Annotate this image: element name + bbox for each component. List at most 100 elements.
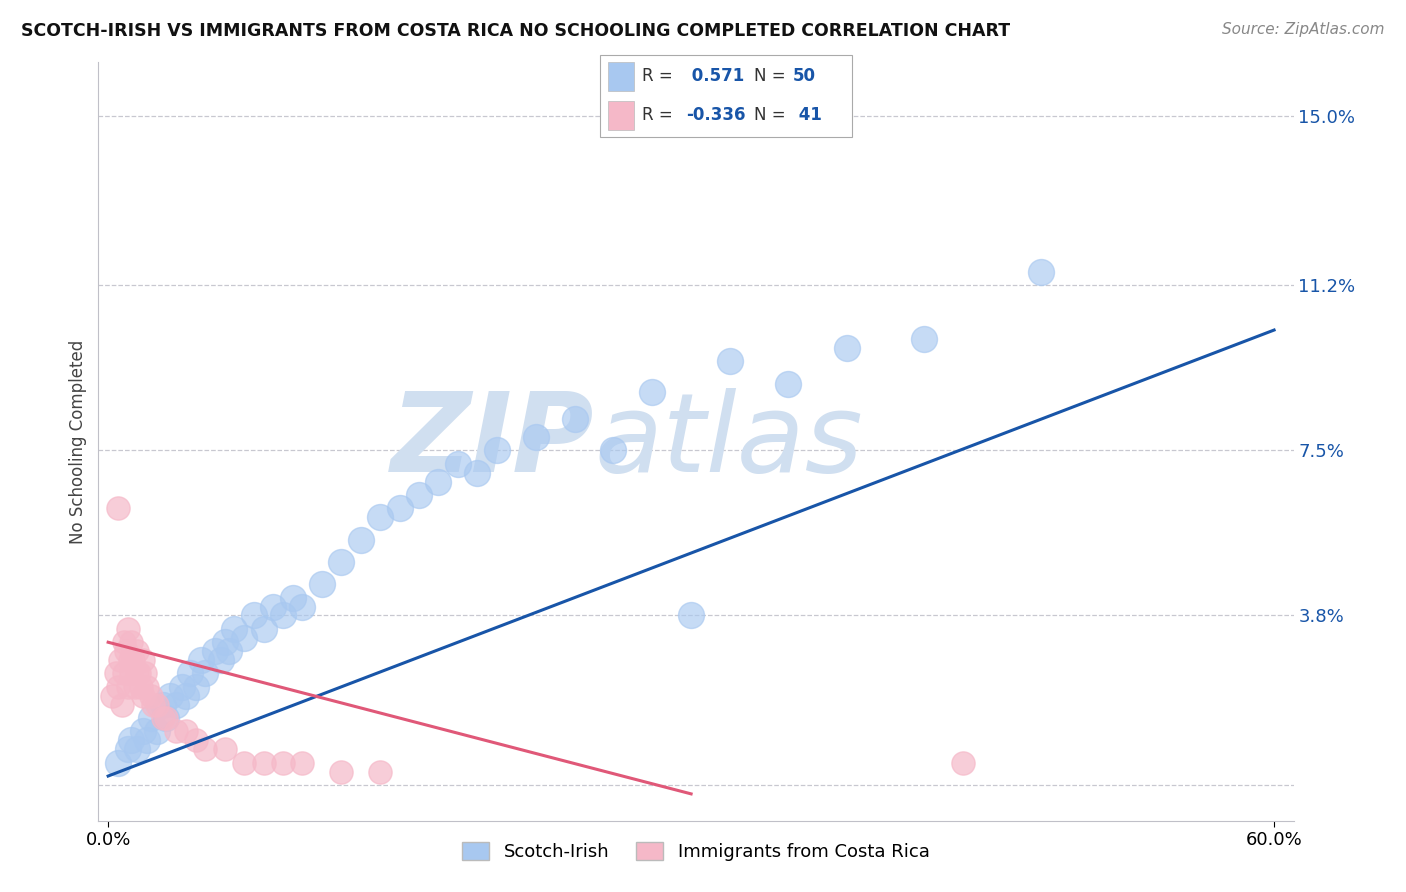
Point	[912, 332, 935, 346]
Point	[485, 443, 508, 458]
Point	[291, 756, 314, 770]
Point	[120, 635, 142, 649]
Point	[252, 756, 274, 770]
Point	[112, 666, 135, 681]
Point	[117, 622, 139, 636]
Point	[128, 666, 150, 681]
Point	[681, 608, 703, 623]
Point	[139, 711, 162, 725]
Point	[134, 666, 156, 681]
Point	[388, 501, 411, 516]
Point	[152, 711, 174, 725]
Point	[214, 742, 236, 756]
Point	[641, 385, 664, 400]
Point	[136, 680, 159, 694]
Point	[145, 724, 167, 739]
Text: SCOTCH-IRISH VS IMMIGRANTS FROM COSTA RICA NO SCHOOLING COMPLETED CORRELATION CH: SCOTCH-IRISH VS IMMIGRANTS FROM COSTA RI…	[21, 22, 1011, 40]
Point	[330, 764, 353, 779]
Text: 41: 41	[793, 106, 821, 124]
Point	[127, 644, 149, 658]
Y-axis label: No Schooling Completed: No Schooling Completed	[69, 340, 87, 543]
Point	[243, 608, 266, 623]
Point	[174, 689, 197, 703]
Text: R =: R =	[641, 106, 672, 124]
Point	[132, 724, 155, 739]
Point	[262, 599, 284, 614]
Text: ZIP: ZIP	[391, 388, 595, 495]
FancyBboxPatch shape	[600, 55, 852, 136]
Point	[408, 488, 430, 502]
Point	[190, 653, 212, 667]
Point	[835, 341, 858, 355]
Point	[602, 443, 624, 458]
Point	[564, 412, 586, 426]
Point	[311, 577, 333, 591]
Point	[107, 756, 129, 770]
Text: N =: N =	[754, 68, 785, 86]
Point	[427, 475, 450, 489]
Point	[132, 653, 155, 667]
Point	[252, 622, 274, 636]
Point	[209, 653, 232, 667]
Point	[139, 689, 162, 703]
Text: 0.571: 0.571	[686, 68, 744, 86]
Text: 50: 50	[793, 68, 815, 86]
Point	[224, 622, 246, 636]
Point	[170, 680, 193, 694]
Point	[214, 635, 236, 649]
Point	[952, 756, 974, 770]
Point	[129, 680, 152, 694]
Point	[350, 533, 373, 547]
Point	[104, 666, 127, 681]
Point	[118, 653, 141, 667]
Point	[142, 698, 165, 712]
Point	[233, 756, 256, 770]
Point	[467, 466, 489, 480]
Point	[114, 644, 136, 658]
Point	[184, 680, 207, 694]
Point	[120, 666, 142, 681]
Point	[117, 742, 139, 756]
Legend: Scotch-Irish, Immigrants from Costa Rica: Scotch-Irish, Immigrants from Costa Rica	[456, 835, 936, 869]
Point	[291, 599, 314, 614]
Text: N =: N =	[754, 106, 785, 124]
Point	[368, 764, 391, 779]
Point	[155, 711, 177, 725]
Point	[194, 742, 217, 756]
Text: atlas: atlas	[595, 388, 863, 495]
Point	[155, 711, 177, 725]
Point	[101, 689, 124, 703]
Bar	[607, 62, 634, 91]
Point	[233, 631, 256, 645]
Text: R =: R =	[641, 68, 672, 86]
Point	[112, 635, 135, 649]
Point	[111, 698, 134, 712]
Point	[524, 430, 547, 444]
Point	[281, 591, 304, 605]
Point	[136, 733, 159, 747]
Point	[165, 698, 187, 712]
Point	[1029, 265, 1052, 279]
Point	[778, 376, 800, 391]
Point	[271, 608, 294, 623]
Point	[117, 680, 139, 694]
Point	[204, 644, 226, 658]
Point	[127, 742, 149, 756]
Point	[218, 644, 240, 658]
Point	[368, 510, 391, 524]
Point	[271, 756, 294, 770]
Point	[145, 698, 167, 712]
Point	[184, 733, 207, 747]
Point	[165, 724, 187, 739]
Point	[124, 680, 146, 694]
Point	[718, 354, 741, 368]
Point	[107, 680, 129, 694]
Point	[108, 653, 131, 667]
Point	[447, 457, 470, 471]
Text: -0.336: -0.336	[686, 106, 745, 124]
Point	[179, 666, 201, 681]
Point	[122, 653, 145, 667]
Point	[174, 724, 197, 739]
Point	[159, 689, 181, 703]
Point	[194, 666, 217, 681]
